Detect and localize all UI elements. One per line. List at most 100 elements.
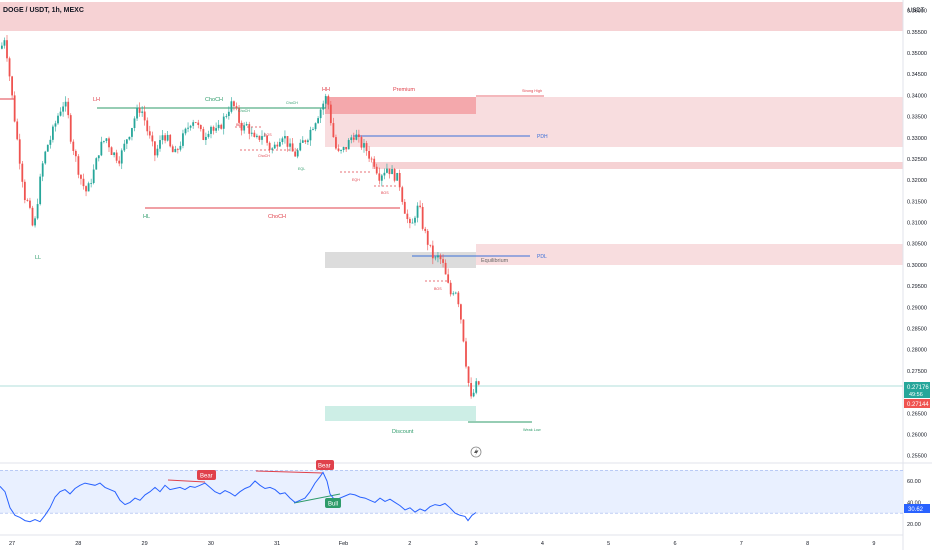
candle-body bbox=[454, 292, 457, 294]
candle-body bbox=[444, 262, 447, 275]
time-axis[interactable]: 27 28 29 30 31 Feb 2 3 4 5 6 7 8 9 bbox=[0, 534, 903, 547]
candle-body bbox=[437, 255, 439, 258]
candle-body bbox=[243, 125, 246, 131]
candle-body bbox=[355, 134, 358, 140]
price-tick-label: 0.25500 bbox=[907, 454, 927, 460]
time-tick-label: 2 bbox=[408, 541, 411, 547]
label-hl: HL bbox=[143, 214, 150, 220]
candle-body bbox=[184, 128, 187, 134]
candle-body bbox=[401, 187, 404, 202]
candle-body bbox=[332, 123, 335, 138]
label-strong-high: Strong High bbox=[522, 89, 542, 93]
candle-body bbox=[472, 392, 475, 397]
price-axis[interactable]: 0.36000 0.35500 0.35000 0.34500 0.34000 0.335… bbox=[902, 0, 927, 550]
rsi-bear-div-2 bbox=[255, 470, 324, 474]
candle-body bbox=[72, 141, 75, 151]
candle-body bbox=[273, 144, 276, 149]
candle-body bbox=[268, 142, 271, 150]
candle-body bbox=[69, 115, 72, 142]
candle-body bbox=[95, 158, 98, 170]
candle-body bbox=[253, 132, 256, 137]
candle-body bbox=[278, 142, 281, 147]
candle-body bbox=[49, 139, 52, 145]
candle-body bbox=[41, 163, 44, 177]
price-tick-label: 0.33000 bbox=[907, 136, 927, 142]
candle-body bbox=[171, 146, 174, 153]
candle-body bbox=[161, 135, 164, 141]
time-tick-label: 31 bbox=[274, 541, 280, 547]
candle-body bbox=[324, 95, 327, 104]
candle-body bbox=[462, 319, 465, 342]
candle-body bbox=[39, 176, 42, 205]
candle-body bbox=[100, 141, 103, 156]
rsi-tick-label: 20.00 bbox=[907, 522, 921, 528]
supply-zone-small bbox=[372, 162, 903, 169]
price-tick-label: 0.30000 bbox=[907, 263, 927, 269]
bear-badge-2 bbox=[316, 460, 334, 470]
candle-body bbox=[340, 150, 342, 151]
candle-body bbox=[97, 155, 100, 159]
candle-body bbox=[248, 124, 251, 134]
candle-body bbox=[82, 178, 85, 187]
price-tick-label: 0.31000 bbox=[907, 221, 927, 227]
label-bos-1: BOS bbox=[236, 123, 244, 127]
candle-body bbox=[11, 76, 13, 96]
price-tick-label: 0.35000 bbox=[907, 51, 927, 57]
candle-body bbox=[419, 205, 421, 207]
price-tick-label: 0.33500 bbox=[907, 115, 927, 121]
candle-body bbox=[189, 125, 192, 128]
candle-body bbox=[205, 136, 207, 140]
price-tick-label: 0.29500 bbox=[907, 284, 927, 290]
candle-body bbox=[194, 122, 197, 124]
label-eql: EQL bbox=[298, 167, 305, 171]
candle-body bbox=[156, 148, 159, 156]
candle-body bbox=[370, 158, 373, 160]
candle-body bbox=[271, 148, 274, 150]
candle-body bbox=[465, 341, 467, 367]
candle-body bbox=[230, 101, 233, 112]
candle-body bbox=[92, 169, 95, 184]
candle-body bbox=[77, 156, 80, 175]
candle-body bbox=[393, 168, 396, 181]
rsi-band bbox=[0, 470, 903, 514]
equilibrium-zone bbox=[325, 252, 476, 268]
candle-body bbox=[266, 135, 268, 143]
candle-body bbox=[118, 160, 121, 164]
candle-body bbox=[460, 304, 462, 320]
candle-body bbox=[212, 126, 215, 131]
label-choch-mid: ChoCH bbox=[268, 214, 286, 220]
candle-body bbox=[314, 123, 317, 130]
candle-body bbox=[74, 150, 77, 157]
label-choch-s3: ChoCH bbox=[258, 154, 270, 158]
candle-body bbox=[447, 274, 450, 283]
candle-body bbox=[207, 133, 210, 137]
candle-body bbox=[174, 148, 177, 153]
rsi-axis[interactable]: 60.00 40.00 20.00 bbox=[907, 479, 921, 528]
candle-body bbox=[329, 104, 332, 124]
candle-body bbox=[31, 207, 34, 226]
candle-body bbox=[217, 124, 220, 129]
candle-body bbox=[6, 40, 8, 59]
label-pdl: PDL bbox=[537, 254, 547, 260]
label-choch-s2: ChoCH bbox=[286, 101, 298, 105]
candle-body bbox=[439, 255, 442, 260]
candle-body bbox=[59, 111, 62, 116]
candle-body bbox=[296, 150, 299, 157]
candle-body bbox=[202, 129, 205, 140]
candle-body bbox=[85, 186, 87, 192]
candle-body bbox=[29, 200, 31, 208]
prev-close-badge bbox=[904, 399, 930, 408]
label-ll: LL bbox=[35, 255, 41, 261]
candle-body bbox=[414, 217, 416, 223]
candle-body bbox=[120, 150, 123, 164]
candle-body bbox=[138, 107, 141, 113]
candle-body bbox=[250, 132, 253, 134]
rsi-line bbox=[0, 471, 477, 523]
label-choch-s1: ChoCH bbox=[238, 109, 250, 113]
candle-body bbox=[215, 128, 217, 131]
time-tick-label: 8 bbox=[806, 541, 809, 547]
bear-badge-1-label: Bear bbox=[200, 474, 213, 480]
candle-body bbox=[276, 144, 279, 147]
